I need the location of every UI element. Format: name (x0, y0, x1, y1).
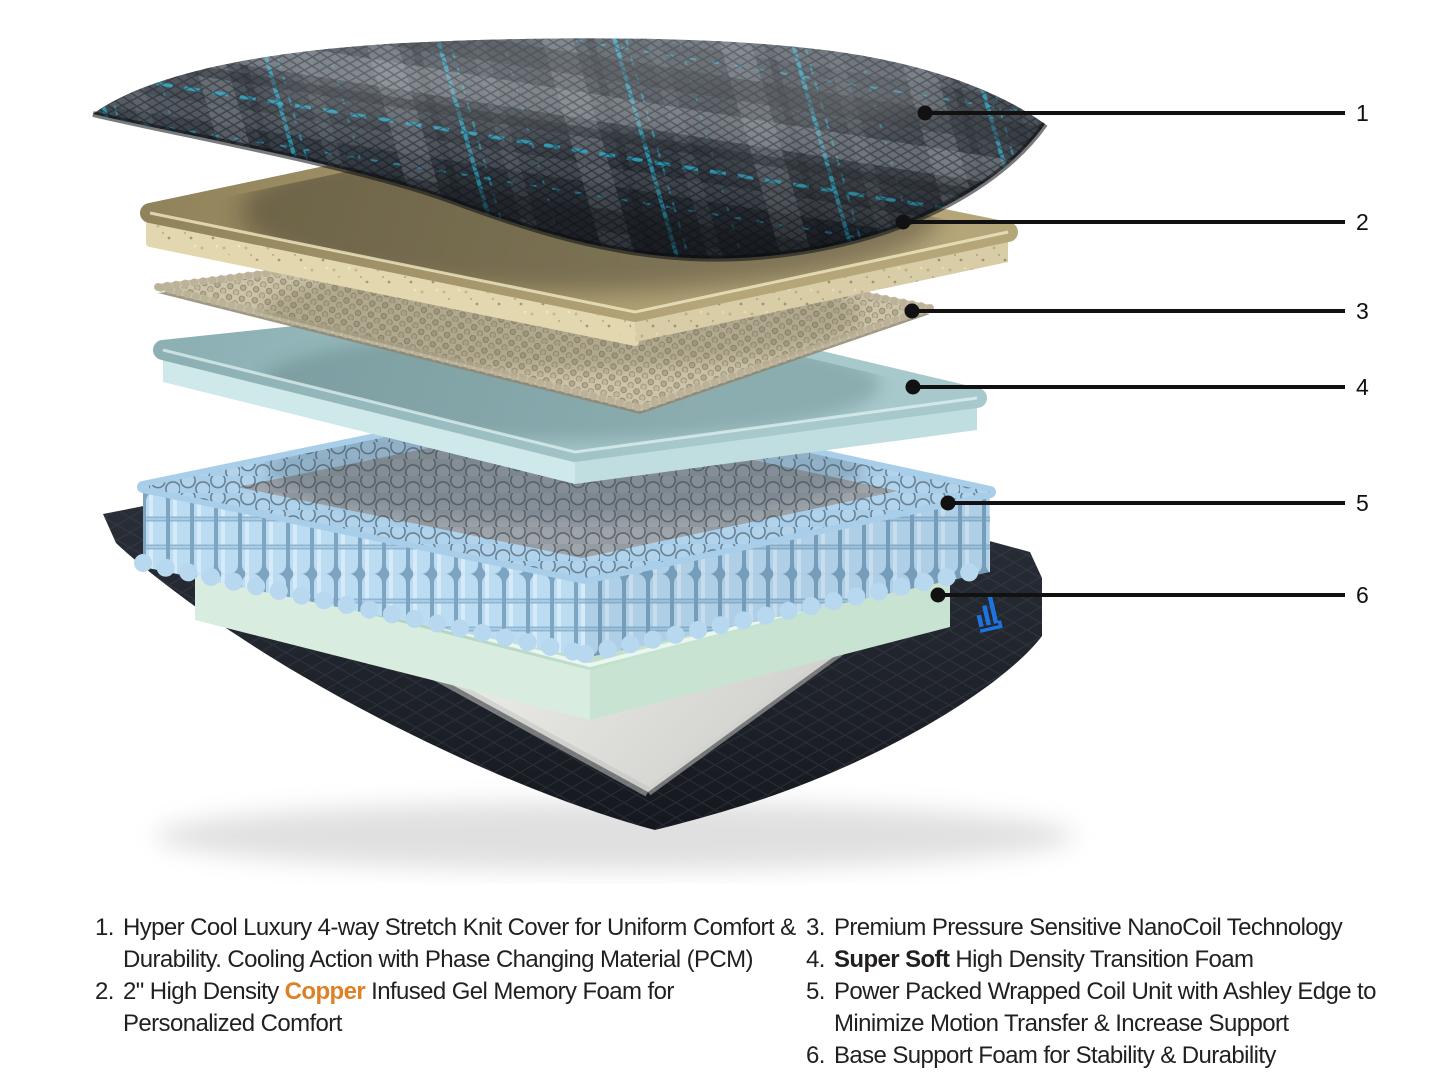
callout-dot (930, 587, 946, 603)
callout-number: 6 (1356, 582, 1369, 608)
legend-line: Power Packed Wrapped Coil Unit with Ashl… (834, 978, 1376, 1005)
callouts: 1 2 3 4 5 6 (895, 100, 1369, 608)
callout-6: 6 (930, 582, 1369, 608)
callout-2: 2 (895, 209, 1369, 235)
callout-number: 2 (1356, 209, 1369, 235)
legend-item-number: 3. (806, 914, 825, 941)
legend-left-column: 1. Hyper Cool Luxury 4-way Stretch Knit C… (95, 912, 796, 1040)
legend-item: 4. Super Soft High Density Transition Foa… (806, 944, 1376, 976)
legend-item-number: 1. (95, 914, 114, 941)
layer-coil-unit-illustration (134, 394, 999, 663)
legend-item: 6. Base Support Foam for Stability & Dura… (806, 1040, 1376, 1072)
legend-item: 1. Hyper Cool Luxury 4-way Stretch Knit C… (95, 912, 796, 976)
callout-dot (917, 105, 933, 121)
legend-item-number: 2. (95, 978, 114, 1005)
legend-line: Minimize Motion Transfer & Increase Supp… (834, 1010, 1289, 1037)
callout-1: 1 (917, 100, 1369, 126)
brand-logo-icon (976, 595, 1003, 633)
legend-item-text: Base Support Foam for Stability & Durabi… (834, 1040, 1276, 1072)
callout-number: 5 (1356, 490, 1369, 516)
mattress-diagram: 1 2 3 4 5 6 (92, 38, 1369, 870)
layer-knit-cover-illustration (92, 38, 1048, 262)
legend-line: Super Soft High Density Transition Foam (834, 946, 1254, 973)
callout-number: 3 (1356, 298, 1369, 324)
legend-item-number: 5. (806, 978, 825, 1005)
legend-line: Hyper Cool Luxury 4-way Stretch Knit Cov… (123, 914, 796, 941)
legend-item-text: Power Packed Wrapped Coil Unit with Ashl… (834, 976, 1376, 1040)
callout-3: 3 (904, 298, 1369, 324)
callout-dot (895, 214, 911, 230)
legend-line: Durability. Cooling Action with Phase Ch… (123, 946, 754, 973)
legend-item-text: Super Soft High Density Transition Foam (834, 944, 1254, 976)
legend-line: Personalized Comfort (123, 1010, 342, 1037)
legend-right-column: 3. Premium Pressure Sensitive NanoCoil Te… (806, 912, 1376, 1072)
legend-item-number: 4. (806, 946, 825, 973)
legend-item-text: Premium Pressure Sensitive NanoCoil Tech… (834, 912, 1343, 944)
callout-dot (905, 379, 921, 395)
callout-5: 5 (940, 490, 1369, 516)
legend-item-text: 2" High Density Copper Infused Gel Memor… (123, 976, 674, 1040)
legend-line: Premium Pressure Sensitive NanoCoil Tech… (834, 914, 1343, 941)
callout-number: 1 (1356, 100, 1369, 126)
legend-item: 2. 2" High Density Copper Infused Gel Mem… (95, 976, 796, 1040)
legend-line: Base Support Foam for Stability & Durabi… (834, 1042, 1276, 1069)
callout-number: 4 (1356, 374, 1369, 400)
callout-dot (904, 303, 920, 319)
callout-4: 4 (905, 374, 1369, 400)
legend-item: 5. Power Packed Wrapped Coil Unit with As… (806, 976, 1376, 1040)
callout-dot (940, 495, 956, 511)
ground-shadow (155, 802, 1075, 870)
legend-line: 2" High Density Copper Infused Gel Memor… (123, 978, 674, 1005)
legend-item-text: Hyper Cool Luxury 4-way Stretch Knit Cov… (123, 912, 796, 976)
legend-item: 3. Premium Pressure Sensitive NanoCoil Te… (806, 912, 1376, 944)
legend-item-number: 6. (806, 1042, 825, 1069)
